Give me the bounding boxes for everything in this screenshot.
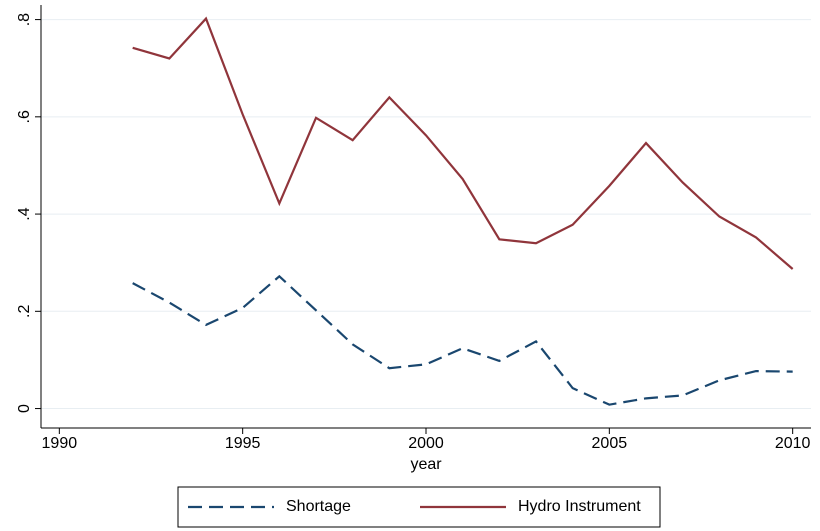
y-tick-label: .6 (16, 110, 33, 123)
x-axis-label: year (410, 456, 442, 473)
legend-label: Hydro Instrument (518, 498, 641, 515)
legend-label: Shortage (286, 498, 351, 515)
line-series (132, 16, 794, 270)
x-tick-label: 2005 (592, 435, 628, 452)
x-tick-label: 1990 (42, 435, 78, 452)
x-tick-label: 2000 (408, 435, 444, 452)
y-tick-label: .4 (16, 207, 33, 220)
y-tick-label: .8 (16, 13, 33, 26)
y-tick-label: .2 (16, 305, 33, 318)
x-tick-label: 1995 (225, 435, 261, 452)
x-tick-label: 2010 (775, 435, 811, 452)
y-tick-label: 0 (16, 404, 33, 413)
